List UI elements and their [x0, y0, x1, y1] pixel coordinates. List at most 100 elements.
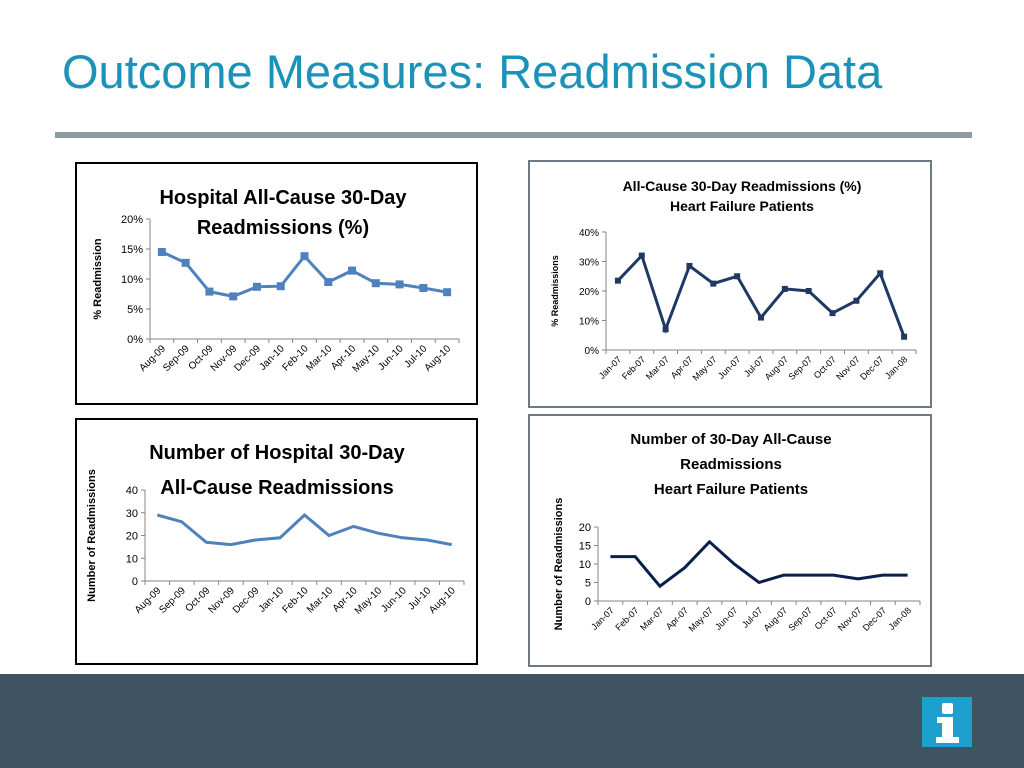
chart-title-line: Number of 30-Day All-Cause [630, 431, 831, 448]
data-point-marker [662, 326, 669, 333]
x-tick-label: Jun-07 [713, 605, 740, 632]
data-point-marker [877, 270, 884, 277]
y-tick-label: 40 [126, 485, 138, 497]
x-tick-label: Mar-10 [304, 343, 334, 373]
y-tick-label: 40% [579, 228, 599, 239]
x-tick-label: May-10 [353, 585, 385, 617]
x-tick-label: Aug-07 [762, 605, 790, 633]
footer-bar [0, 674, 1024, 768]
y-tick-label: 15 [579, 541, 591, 553]
chart-title-line: Heart Failure Patients [654, 481, 808, 498]
data-point-marker [734, 273, 741, 280]
y-tick-label: 10% [579, 317, 599, 328]
chart-title-line: Hospital All-Cause 30-Day [159, 187, 407, 209]
slide-title: Outcome Measures: Readmission Data [62, 45, 883, 98]
x-tick-label: Aug-09 [133, 585, 164, 616]
x-tick-label: Feb-07 [613, 605, 640, 632]
x-tick-label: Aug-10 [427, 585, 458, 616]
x-tick-label: Apr-07 [664, 605, 690, 631]
y-tick-label: 0 [585, 596, 591, 608]
data-point-marker [276, 282, 285, 291]
x-tick-label: Mar-10 [305, 585, 335, 615]
data-point-marker [805, 288, 812, 294]
y-axis-label: % Readmission [92, 238, 104, 320]
x-tick-label: Nov-07 [836, 605, 864, 633]
data-point-marker [710, 280, 717, 287]
data-point-marker [300, 252, 309, 261]
x-tick-label: Nov-07 [834, 354, 862, 382]
y-tick-label: 5% [127, 304, 143, 316]
x-tick-label: Oct-07 [813, 605, 839, 631]
x-tick-label: Feb-07 [620, 354, 647, 381]
y-tick-label: 5 [585, 578, 591, 590]
y-axis-label: Number of Readmissions [553, 498, 565, 631]
x-tick-label: May-07 [687, 605, 715, 633]
y-tick-label: 30% [579, 258, 599, 269]
chart-title-line: Readmissions (%) [197, 217, 369, 239]
series-line [616, 252, 906, 338]
x-tick-label: Oct-07 [812, 354, 838, 380]
data-point-marker [829, 310, 836, 317]
series-line [156, 513, 452, 547]
data-point-marker [638, 252, 645, 259]
chart-panel-hf-pct: All-Cause 30-Day Readmissions (%) Heart F… [528, 160, 932, 408]
x-tick-label: Jan-08 [883, 354, 910, 381]
x-tick-label: Jan-07 [589, 605, 616, 632]
y-tick-label: 30 [126, 508, 138, 520]
chart-title-line: Readmissions [680, 456, 782, 473]
chart-title-line: All-Cause 30-Day Readmissions (%) [623, 178, 862, 194]
chart-panel-hospital-pct: Hospital All-Cause 30-Day Readmissions (%… [75, 162, 478, 405]
data-point-marker [781, 285, 788, 292]
data-point-marker [614, 277, 621, 284]
x-tick-label: Jun-07 [716, 354, 743, 381]
x-tick-label: Feb-10 [280, 585, 310, 615]
data-point-marker [371, 279, 380, 288]
data-point-marker [758, 314, 764, 321]
y-tick-label: 0% [585, 346, 600, 357]
data-point-marker [348, 266, 357, 275]
x-tick-label: Jun-10 [376, 343, 406, 373]
chart-panel-hospital-count: Number of Hospital 30-Day All-Cause Readm… [75, 418, 478, 665]
data-point-marker [252, 282, 261, 291]
y-tick-label: 20 [126, 531, 138, 543]
data-point-marker [324, 278, 333, 286]
x-tick-label: Dec-09 [233, 343, 264, 374]
y-axis-label: % Readmissions [550, 255, 560, 327]
x-tick-label: Jan-07 [597, 354, 624, 381]
y-tick-label: 20 [579, 522, 591, 534]
y-tick-label: 0 [132, 576, 138, 588]
y-tick-label: 10 [126, 553, 138, 565]
data-point-marker [901, 333, 908, 340]
x-tick-label: Jun-10 [379, 585, 409, 615]
y-tick-label: 20% [121, 214, 143, 226]
chart-title-line: All-Cause Readmissions [160, 477, 393, 499]
x-tick-label: Dec-09 [231, 585, 262, 616]
x-tick-label: Sep-09 [157, 585, 188, 616]
series-line [610, 539, 908, 589]
x-tick-label: Dec-07 [861, 605, 889, 633]
x-tick-label: Aug-10 [423, 343, 454, 374]
x-tick-label: Mar-07 [638, 605, 665, 632]
data-point-marker [205, 287, 214, 296]
chart-hf-count: Number of 30-Day All-Cause Readmissions He… [553, 431, 921, 634]
data-point-marker [181, 258, 190, 267]
data-point-marker [443, 288, 452, 297]
y-tick-label: 20% [579, 287, 599, 298]
x-tick-label: Dec-07 [858, 354, 886, 382]
info-i-icon [922, 697, 972, 747]
data-point-marker [229, 292, 238, 301]
chart-title-line: Number of Hospital 30-Day [149, 442, 405, 464]
x-tick-label: Nov-09 [206, 585, 237, 616]
chart-hospital-pct: Hospital All-Cause 30-Day Readmissions (%… [92, 187, 460, 375]
y-tick-label: 10 [579, 559, 591, 571]
data-point-marker [395, 280, 404, 289]
x-tick-label: Jan-08 [886, 605, 913, 632]
chart-panel-hf-count: Number of 30-Day All-Cause Readmissions He… [528, 414, 932, 667]
chart-title-line: Heart Failure Patients [670, 198, 814, 214]
x-tick-label: May-07 [690, 354, 718, 382]
x-tick-label: Sep-07 [786, 605, 814, 633]
y-tick-label: 0% [127, 334, 143, 346]
chart-hospital-count: Number of Hospital 30-Day All-Cause Readm… [86, 442, 465, 617]
x-tick-label: Sep-09 [161, 343, 192, 374]
title-divider [55, 132, 972, 138]
